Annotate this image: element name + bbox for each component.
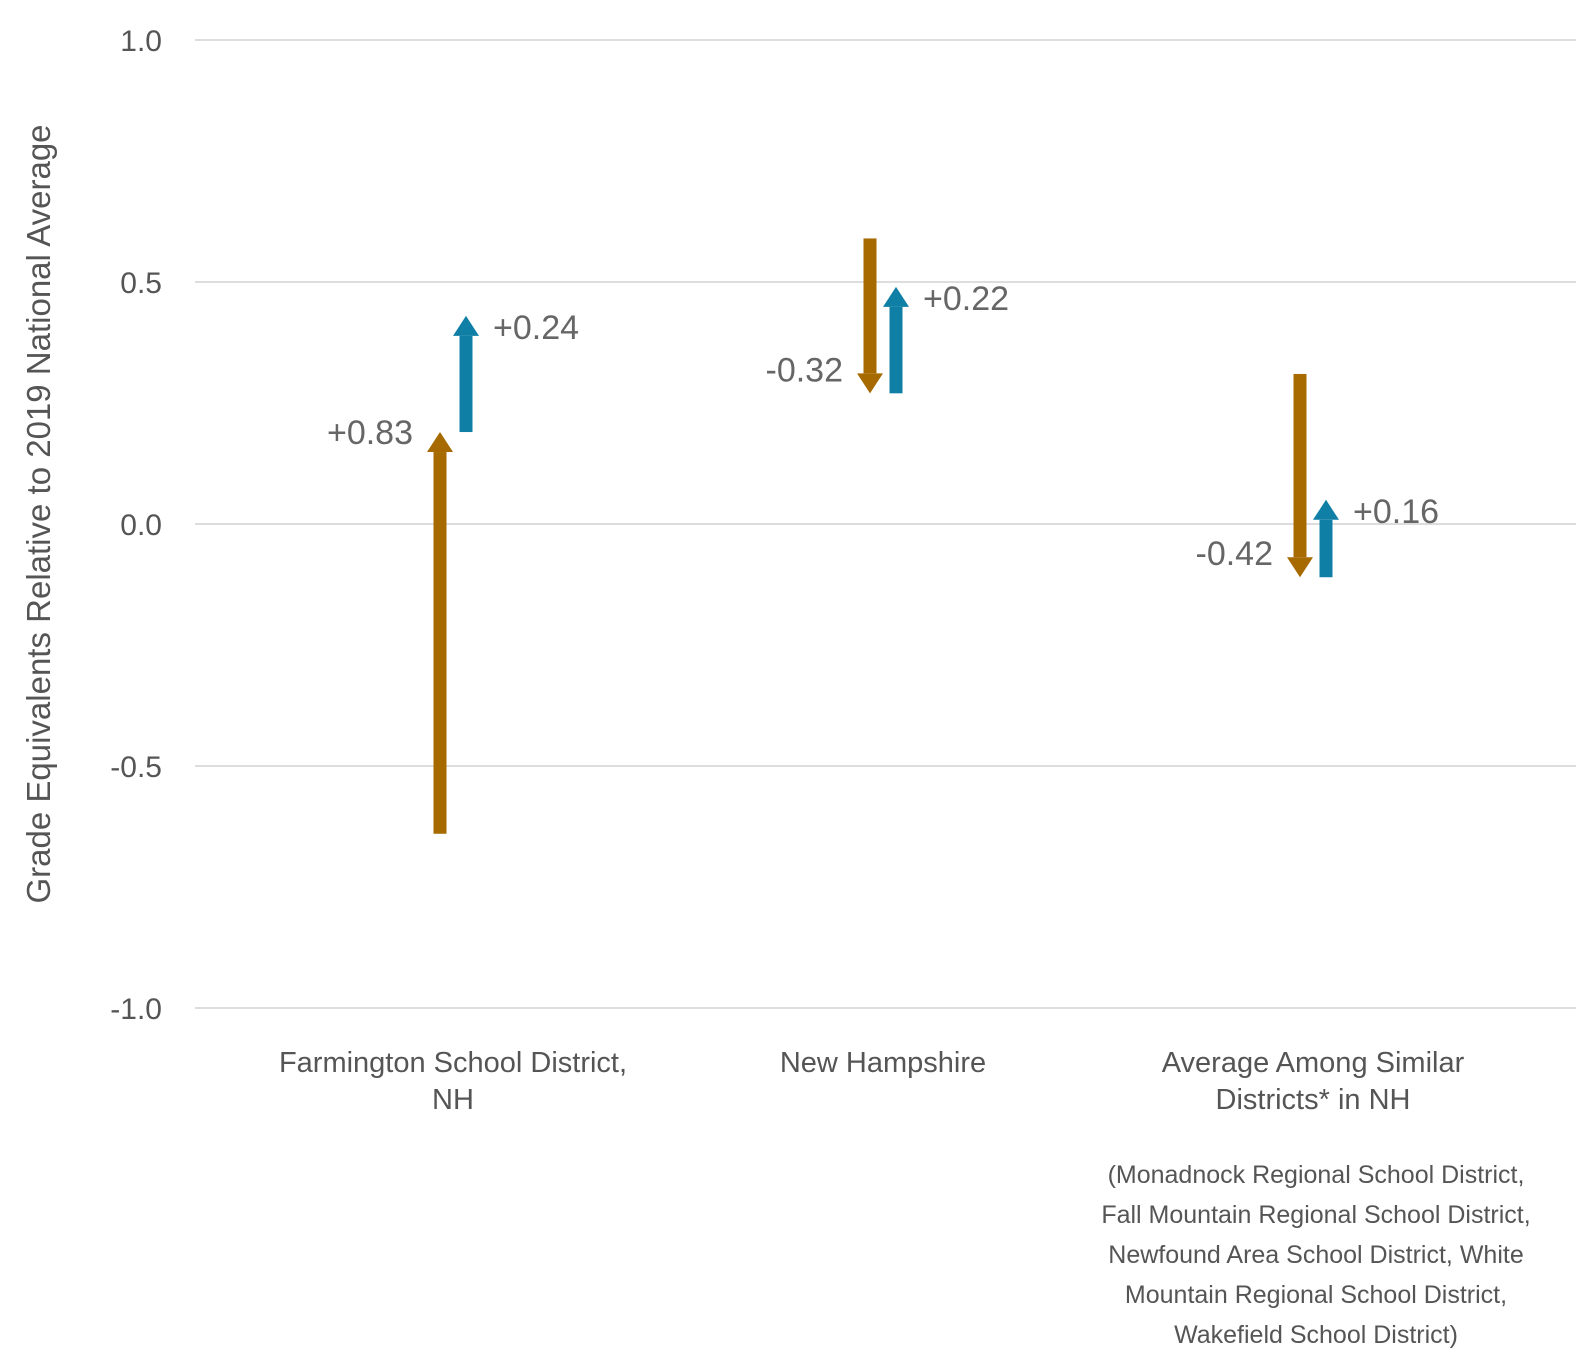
footnote-line: Newfound Area School District, White — [1108, 1241, 1523, 1269]
arrow-shaft — [863, 238, 877, 374]
data-label: +0.83 — [327, 414, 413, 452]
x-axis-categories: Farmington School District, NH New Hampshi… — [279, 1047, 1465, 1116]
arrow-head — [453, 315, 479, 336]
footnote-line: Wakefield School District) — [1174, 1321, 1458, 1349]
y-axis-ticks: 1.0 0.5 0.0 -0.5 -1.0 — [110, 25, 162, 1026]
y-tick-label: -0.5 — [110, 751, 162, 784]
footnote: (Monadnock Regional School District, Fall… — [1101, 1161, 1530, 1349]
arrow-shaft — [1319, 519, 1333, 578]
footnote-line: (Monadnock Regional School District, — [1108, 1161, 1525, 1189]
y-axis-label: Grade Equivalents Relative to 2019 Natio… — [20, 124, 57, 903]
arrow-head — [857, 373, 883, 394]
arrow-head — [1287, 557, 1313, 578]
arrow-shaft — [459, 335, 473, 433]
y-tick-label: 1.0 — [120, 25, 162, 58]
arrow-shaft — [1293, 373, 1307, 558]
arrow-head — [1313, 499, 1339, 520]
x-category-label: Farmington School District, — [279, 1047, 627, 1079]
data-label: +0.16 — [1353, 493, 1439, 531]
y-tick-label: 0.5 — [120, 267, 162, 300]
arrow-head — [427, 432, 453, 453]
x-category-label: NH — [432, 1084, 474, 1116]
arrows — [427, 238, 1339, 834]
gridlines — [195, 39, 1576, 1009]
footnote-line: Mountain Regional School District, — [1125, 1281, 1507, 1309]
data-label: +0.24 — [493, 309, 579, 347]
data-label: +0.22 — [923, 280, 1009, 318]
arrow-shaft — [889, 306, 903, 394]
x-category-label: Average Among Similar — [1162, 1047, 1465, 1079]
data-label: -0.42 — [1196, 535, 1274, 573]
footnote-line: Fall Mountain Regional School District, — [1101, 1201, 1530, 1229]
y-tick-label: 0.0 — [120, 509, 162, 542]
arrow-head — [883, 286, 909, 307]
data-label: -0.32 — [766, 351, 844, 389]
y-tick-label: -1.0 — [110, 993, 162, 1026]
data-labels: +0.83 -0.32 -0.42 +0.24 +0.22 +0.16 — [327, 280, 1439, 573]
x-category-label: New Hampshire — [780, 1047, 986, 1079]
arrow-shaft — [433, 452, 447, 834]
x-category-label: Districts* in NH — [1216, 1084, 1411, 1116]
